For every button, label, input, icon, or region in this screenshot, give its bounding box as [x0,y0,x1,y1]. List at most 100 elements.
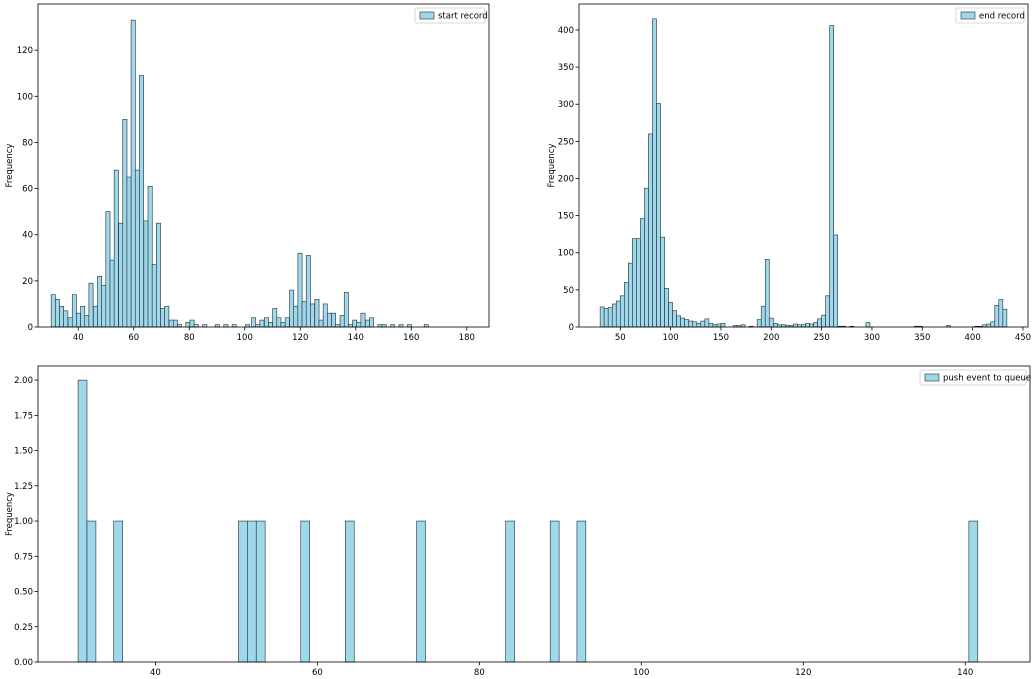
histogram-bar [276,317,282,328]
histogram-bar [122,119,128,328]
chart-panel-2: 40 60 80 100 120 140 0.00 0.25 0.50 0.75 1.00 1.25 1… [5,365,1031,678]
histogram-bar [817,318,822,328]
histogram-bar [268,322,273,328]
y-axis-label: Frequency [547,144,557,188]
histogram-bar [55,299,60,328]
histogram-bar [160,308,166,328]
histogram-bar [1002,308,1008,328]
histogram-bar [603,308,609,328]
y-tick-label: 0 [28,323,33,333]
histogram-bar [656,103,661,328]
histogram-bar [668,302,673,328]
chart-panel-1: 50 100 150 200 250 300 350 400 450 0 50 100 150 200 25… [547,3,1031,343]
histogram-bar [632,238,637,328]
y-axis-label: Frequency [5,492,15,536]
y-tick-label: 0.00 [14,658,33,668]
histogram-bar [700,320,706,328]
y-tick-label: 60 [22,185,33,195]
histogram-bar [549,520,560,663]
histogram-bar [126,176,132,328]
histogram-bar [986,323,992,328]
histogram-bar [720,322,726,328]
histogram-bar [764,259,770,328]
histogram-bar [97,275,103,328]
histogram-bar [130,19,136,328]
histogram-bar [189,319,195,328]
histogram-bar [339,315,345,328]
histogram-bar [607,307,613,328]
x-tick-label: 450 [1015,333,1031,343]
histogram-bar [143,220,149,328]
y-tick-label: 350 [558,63,574,73]
histogram-bar [134,169,140,328]
histogram-bar [716,323,722,328]
histogram-bar [416,520,426,663]
y-tick-label: 50 [563,286,574,296]
histogram-bar [768,317,774,328]
x-tick-label: 100 [662,333,678,343]
histogram-bar [652,18,657,328]
histogram-bar [80,305,86,328]
histogram-bar [640,218,645,328]
legend-label: start record [438,12,488,22]
histogram-bar [310,303,315,328]
histogram-bar [660,236,665,328]
histogram-bar [356,322,362,328]
histogram-bar [994,305,1000,328]
histogram-bar [293,305,299,328]
histogram-bar [805,322,810,328]
histogram-bar [772,322,778,328]
x-tick-label: 400 [965,333,981,343]
histogram-bar [628,262,633,328]
y-axis-label: Frequency [5,144,15,188]
histogram-bar [93,305,98,328]
y-tick-label: 120 [17,46,33,56]
y-tick-label: 1.75 [14,411,33,421]
histogram-bar [156,222,161,328]
y-tick-label: 100 [558,249,574,259]
histogram-bar [247,520,257,663]
y-tick-label: 0.75 [14,552,33,562]
histogram-bar [760,305,766,328]
histogram-bar [77,379,88,663]
histogram-bar [86,520,97,663]
histogram-bar [139,75,144,328]
axes-frame [37,365,1031,663]
histogram-bar [147,185,153,328]
histogram-bar [345,520,355,663]
y-tick-label: 200 [558,174,574,184]
y-tick-label: 0 [569,323,574,333]
histogram-bar [615,300,621,328]
y-tick-label: 250 [558,137,574,147]
histogram-bar [105,211,111,328]
x-tick-label: 80 [474,668,485,678]
y-tick-label: 400 [558,26,574,36]
histogram-bar [813,322,818,328]
histogram-bar [172,319,178,328]
histogram-bar [76,312,81,328]
histogram-bar [968,520,979,663]
y-tick-label: 150 [558,212,574,222]
histogram-bar [113,520,123,663]
histogram-bar [809,323,814,328]
histogram-bar [704,318,710,328]
histogram-bar [101,285,107,328]
histogram-bar [998,299,1004,328]
x-tick-label: 150 [713,333,729,343]
y-tick-label: 20 [22,277,33,287]
histogram-bar [272,308,278,328]
histogram-bar [672,310,677,328]
legend-swatch [419,11,435,20]
histogram-bar [297,252,303,328]
histogram-bar [352,319,358,328]
axes-frame [578,3,1029,328]
x-tick-label: 40 [73,333,84,343]
histogram-bar [263,317,269,328]
x-tick-label: 80 [184,333,195,343]
histogram-bar [50,294,56,328]
y-tick-label: 1.50 [14,447,33,457]
histogram-bar [88,282,94,328]
histogram-bar [793,323,798,328]
x-tick-label: 140 [957,668,973,678]
x-tick-label: 100 [237,333,253,343]
